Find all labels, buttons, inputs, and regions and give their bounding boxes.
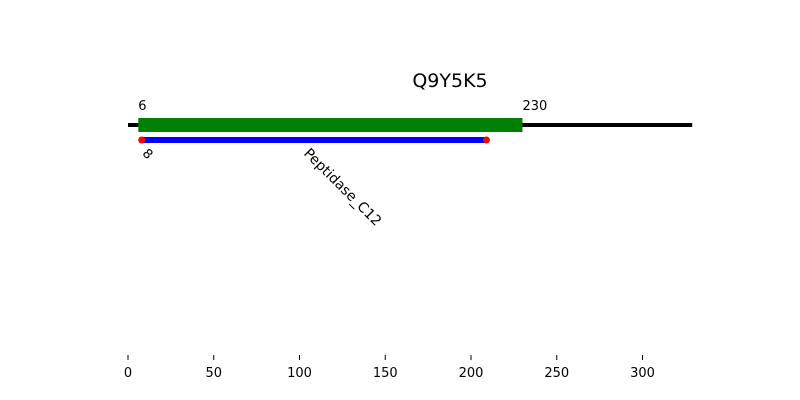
x-tick-label: 250	[544, 366, 569, 381]
region-start-label: 6	[138, 99, 146, 114]
x-tick-label: 0	[124, 366, 132, 381]
region-bar	[138, 118, 523, 132]
x-tick-label: 300	[630, 366, 655, 381]
domain-start-label: 8	[139, 146, 155, 162]
domain-start-marker	[138, 136, 146, 144]
domain-end-marker	[482, 136, 490, 144]
chart-title: Q9Y5K5	[412, 70, 487, 92]
x-tick-label: 200	[459, 366, 484, 381]
domain-layer: 8 Peptidase_C12	[138, 136, 490, 230]
x-tick-label: 100	[287, 366, 312, 381]
x-axis: 0 50 100 150 200 250 300	[124, 355, 655, 381]
region-end-label: 230	[522, 99, 547, 114]
domain-name-label: Peptidase_C12	[300, 146, 384, 230]
x-tick-label: 150	[373, 366, 398, 381]
x-tick-label: 50	[205, 366, 222, 381]
